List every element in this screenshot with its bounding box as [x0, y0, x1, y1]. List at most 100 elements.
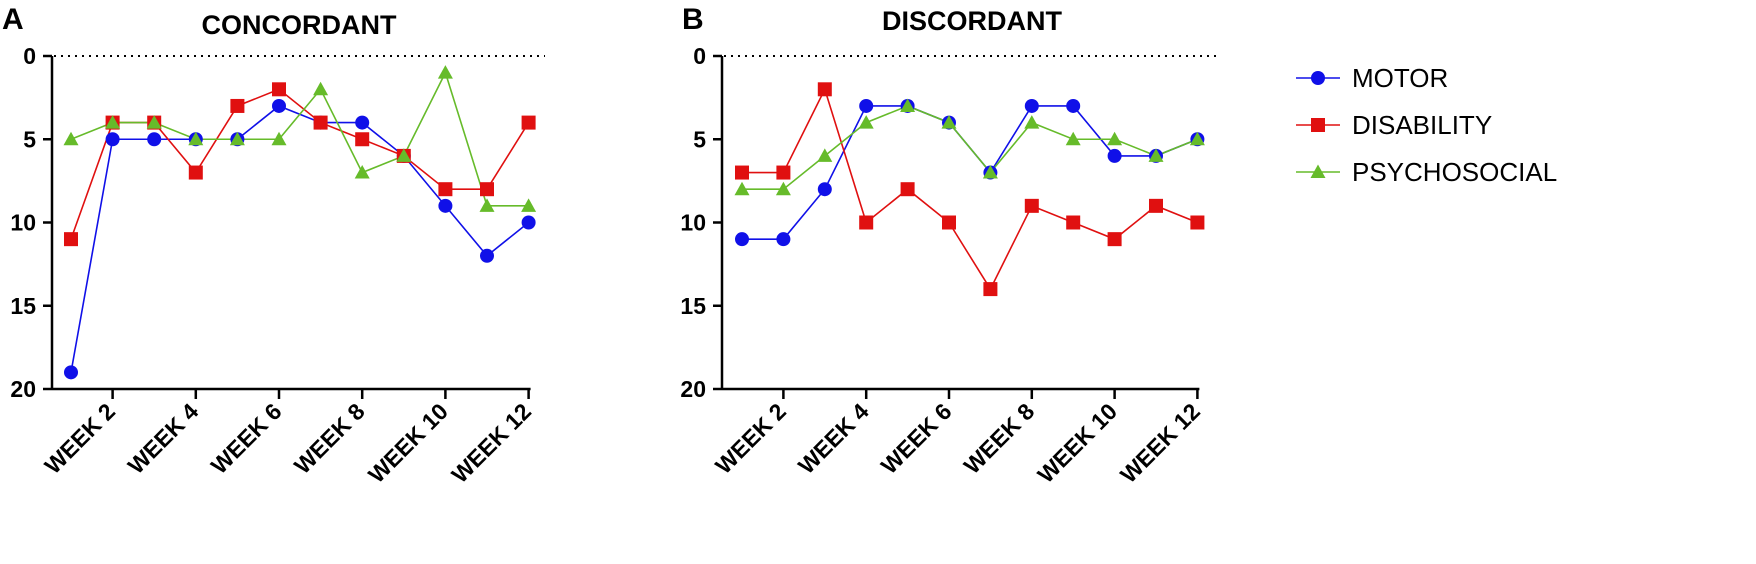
panel-title-concordant: CONCORDANT — [202, 10, 397, 40]
discordant-point-motor-8 — [1024, 98, 1039, 113]
concordant-point-motor-11 — [480, 248, 494, 263]
concordant-point-disability-12 — [521, 115, 536, 130]
concordant-point-psychosocial-6 — [271, 131, 287, 146]
concordant-point-psychosocial-1 — [63, 131, 79, 146]
discordant-x-tick-label-week-8: WEEK 8 — [959, 398, 1040, 479]
discordant-point-psychosocial-9 — [1065, 131, 1081, 146]
discordant-point-psychosocial-1 — [734, 181, 750, 196]
discordant-point-disability-10 — [1107, 232, 1122, 247]
concordant-point-motor-6 — [272, 98, 286, 113]
discordant-y-tick-label-5: 5 — [693, 126, 706, 152]
legend-marker-disability — [1311, 118, 1325, 132]
legend: MOTOR DISABILITY PSYCHOSOCIAL — [1296, 63, 1557, 187]
discordant-series-line-motor — [742, 105, 1198, 240]
legend-marker-motor — [1311, 71, 1325, 85]
panel-letter-b: B — [682, 3, 704, 36]
concordant-x-tick-label-week-4: WEEK 4 — [123, 398, 204, 479]
discordant-point-psychosocial-6 — [941, 115, 957, 129]
concordant-point-motor-8 — [355, 115, 370, 130]
discordant-y-tick-label-0: 0 — [693, 43, 706, 69]
discordant-point-disability-3 — [817, 82, 832, 97]
concordant-y-tick-label-10: 10 — [10, 210, 36, 236]
concordant-point-psychosocial-10 — [437, 65, 453, 79]
discordant-point-motor-2 — [776, 232, 791, 247]
discordant-point-disability-1 — [735, 165, 749, 180]
concordant-point-disability-6 — [272, 82, 286, 97]
concordant-point-disability-1 — [64, 232, 78, 247]
discordant-y-tick-label-15: 15 — [680, 293, 706, 319]
discordant-point-motor-1 — [735, 232, 749, 247]
concordant-point-disability-10 — [438, 182, 453, 197]
discordant-point-psychosocial-10 — [1107, 131, 1123, 146]
discordant-point-psychosocial-2 — [775, 181, 791, 196]
discordant-point-disability-6 — [942, 215, 956, 230]
discordant-x-tick-label-week-12: WEEK 12 — [1115, 398, 1205, 488]
discordant-point-disability-9 — [1066, 215, 1081, 230]
discordant-point-motor-4 — [859, 98, 874, 113]
concordant-point-motor-2 — [105, 132, 120, 147]
concordant-point-motor-12 — [521, 215, 536, 230]
discordant-x-tick-label-week-6: WEEK 6 — [876, 398, 957, 479]
discordant-point-motor-9 — [1066, 98, 1081, 113]
discordant-point-motor-3 — [817, 182, 832, 197]
concordant-point-psychosocial-8 — [354, 165, 370, 179]
discordant-point-psychosocial-3 — [817, 148, 833, 162]
concordant-point-psychosocial-9 — [396, 148, 412, 162]
concordant-x-tick-label-week-10: WEEK 10 — [363, 398, 453, 488]
discordant-point-motor-10 — [1107, 148, 1122, 163]
concordant-series-line-disability — [70, 88, 530, 240]
panel-title-discordant: DISCORDANT — [882, 6, 1063, 36]
concordant-x-tick-label-week-12: WEEK 12 — [446, 398, 536, 488]
concordant-y-tick-label-5: 5 — [23, 126, 36, 152]
concordant-point-psychosocial-2 — [105, 115, 121, 129]
concordant-point-psychosocial-12 — [521, 198, 537, 212]
concordant-point-motor-3 — [147, 132, 162, 147]
discordant-x-tick-label-week-2: WEEK 2 — [710, 398, 791, 479]
legend-label-motor: MOTOR — [1352, 63, 1448, 93]
legend-label-psychosocial: PSYCHOSOCIAL — [1352, 157, 1557, 187]
discordant-point-psychosocial-8 — [1024, 115, 1040, 129]
discordant-point-disability-7 — [983, 282, 998, 297]
discordant-y-tick-label-20: 20 — [680, 376, 706, 402]
discordant-point-disability-12 — [1190, 215, 1205, 230]
concordant-point-motor-10 — [438, 198, 453, 213]
concordant-point-motor-1 — [64, 365, 78, 380]
discordant-point-psychosocial-7 — [982, 165, 998, 179]
concordant-point-disability-8 — [355, 132, 370, 147]
concordant-y-tick-label-15: 15 — [10, 293, 36, 319]
concordant-point-psychosocial-7 — [313, 81, 329, 96]
concordant-point-disability-11 — [480, 182, 494, 197]
concordant-point-disability-5 — [230, 98, 245, 113]
concordant-y-tick-label-20: 20 — [10, 376, 36, 402]
discordant-point-disability-8 — [1024, 198, 1039, 213]
discordant-point-disability-11 — [1149, 198, 1163, 213]
concordant-point-disability-4 — [188, 165, 203, 180]
concordant-series-line-motor — [70, 105, 530, 373]
concordant-y-tick-label-0: 0 — [23, 43, 36, 69]
discordant-series-line-disability — [742, 87, 1198, 291]
discordant-x-tick-label-week-10: WEEK 10 — [1032, 398, 1122, 488]
concordant-point-psychosocial-3 — [146, 115, 162, 129]
discordant-y-tick-label-10: 10 — [680, 210, 706, 236]
discordant-point-psychosocial-4 — [858, 115, 874, 129]
discordant-x-tick-label-week-4: WEEK 4 — [793, 398, 874, 479]
concordant-x-tick-label-week-8: WEEK 8 — [289, 398, 370, 479]
concordant-point-disability-7 — [313, 115, 328, 130]
concordant-point-psychosocial-5 — [229, 131, 245, 146]
panel-letter-a: A — [2, 3, 24, 36]
concordant-x-tick-label-week-6: WEEK 6 — [206, 398, 287, 479]
discordant-point-disability-4 — [859, 215, 874, 230]
discordant-point-disability-2 — [776, 165, 791, 180]
concordant-point-psychosocial-4 — [188, 131, 204, 146]
discordant-point-disability-5 — [900, 182, 915, 197]
concordant-point-psychosocial-11 — [479, 198, 495, 212]
legend-label-disability: DISABILITY — [1352, 110, 1492, 140]
discordant-point-psychosocial-5 — [900, 98, 916, 112]
discordant-point-psychosocial-12 — [1189, 131, 1205, 146]
concordant-x-tick-label-week-2: WEEK 2 — [39, 398, 120, 479]
discordant-point-psychosocial-11 — [1148, 148, 1164, 162]
legend-marker-psychosocial — [1310, 164, 1326, 178]
